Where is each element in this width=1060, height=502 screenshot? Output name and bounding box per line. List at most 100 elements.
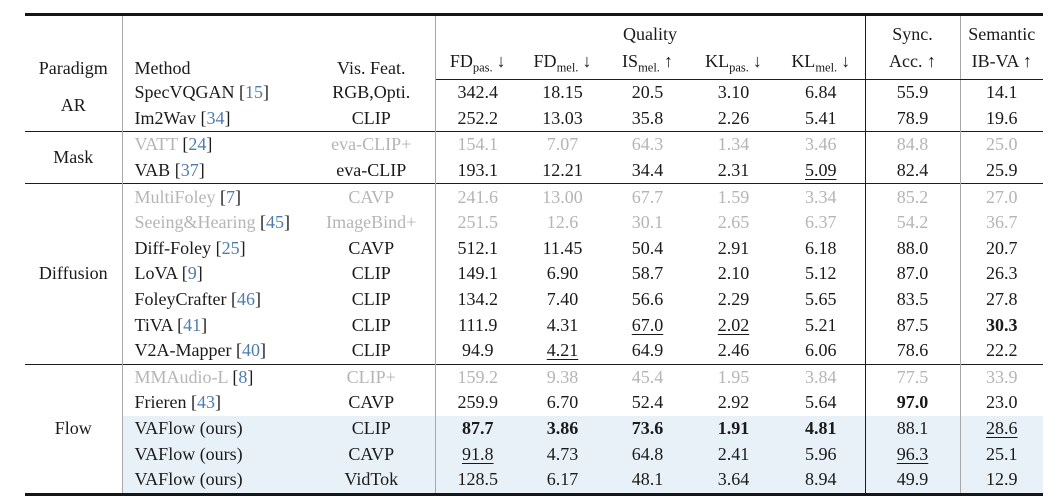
metric-value-text: 2.29	[717, 289, 750, 310]
citation-link[interactable]: 45	[265, 212, 284, 233]
metric-value-text: 78.9	[896, 107, 929, 128]
metric-value-text: 52.4	[631, 392, 664, 413]
method-name: VATT	[134, 134, 178, 155]
metric-value: 77.5	[865, 363, 961, 391]
metric-value-text: 149.1	[457, 263, 499, 284]
metric-value: 241.6	[435, 183, 520, 210]
metric-value: 36.7	[960, 210, 1043, 236]
citation-link[interactable]: 24	[188, 134, 207, 155]
metric-value-text: 87.7	[462, 418, 494, 439]
citation-link[interactable]: 25	[221, 237, 240, 258]
metric-value-text: 64.3	[631, 134, 664, 155]
citation-bracket: [	[172, 314, 184, 335]
metric-value: 87.7	[435, 415, 520, 442]
metric-value-text: 84.8	[896, 134, 929, 155]
citation-link[interactable]: 15	[244, 82, 263, 103]
citation-link[interactable]: 37	[180, 160, 199, 181]
citation-bracket: [	[231, 340, 242, 361]
metric-value: 83.5	[865, 286, 961, 313]
metric-value-text: 34.4	[631, 160, 664, 181]
citation-link[interactable]: 34	[206, 107, 225, 128]
vis-feat-value: CAVP	[308, 235, 436, 262]
header-row-metrics: FDpas. ↓ FDmel. ↓ ISmel. ↑ KLpas. ↓ KLmel. ↓ …	[25, 46, 1043, 80]
citation-link[interactable]: 46	[236, 289, 255, 310]
metric-value-text: 6.37	[805, 212, 837, 233]
metric-value-text: 13.03	[542, 107, 583, 128]
citation-link[interactable]: 8	[238, 366, 248, 387]
metric-value: 134.2	[435, 287, 520, 313]
citation-bracket: ]	[196, 263, 203, 284]
metric-value: 5.12	[777, 261, 866, 287]
citation-bracket: ]	[254, 289, 261, 310]
metric-value: 2.92	[690, 390, 777, 416]
metric-value: 5.96	[777, 441, 866, 467]
metric-value: 23.0	[960, 390, 1043, 416]
col-header-paradigm: Paradigm	[25, 14, 123, 80]
vis-feat-value: CLIP	[308, 415, 436, 442]
results-table: Paradigm Method Vis. Feat. Quality Sync.…	[25, 13, 1043, 496]
citation-link[interactable]: 7	[226, 186, 236, 207]
method-name: Seeing&Hearing	[134, 212, 256, 233]
down-arrow-icon: ↓	[841, 50, 851, 71]
metric-value-text: 4.73	[546, 443, 579, 464]
metric-value: 14.1	[960, 80, 1043, 106]
metric-value: 5.09	[777, 157, 866, 184]
metric-value-text: 25.9	[986, 160, 1018, 181]
col-header-sync-acc: Acc. ↑	[865, 46, 961, 80]
citation-link[interactable]: 9	[187, 263, 197, 284]
down-arrow-icon: ↓	[752, 50, 762, 71]
method-cell: VAFlow (ours)	[122, 415, 308, 442]
metric-value-text: 4.21	[546, 340, 579, 361]
vis-feat-value: eva-CLIP	[308, 157, 436, 184]
method-cell: VATT [24]	[122, 131, 308, 158]
metric-value: 12.6	[520, 210, 605, 236]
metric-value-text: 252.2	[457, 107, 499, 128]
vis-feat-value: CLIP	[308, 261, 436, 287]
metric-value: 87.0	[865, 261, 961, 287]
metric-value: 96.3	[865, 441, 961, 467]
paradigm-label: Flow	[25, 363, 123, 494]
metric-value-text: 18.15	[542, 82, 583, 103]
citation-link[interactable]: 43	[196, 392, 215, 413]
method-name: MMAudio-L	[134, 366, 228, 387]
metric-value-text: 83.5	[896, 289, 929, 310]
down-arrow-icon: ↓	[496, 50, 506, 71]
citation-bracket: ]	[214, 392, 221, 413]
metric-value: 5.21	[777, 312, 866, 338]
metric-value: 91.8	[435, 441, 520, 467]
metric-value-text: 88.0	[896, 237, 929, 258]
metric-value: 2.91	[690, 236, 777, 262]
metric-value-text: 27.8	[986, 289, 1018, 310]
citation-link[interactable]: 41	[183, 314, 202, 335]
metric-value: 25.9	[960, 158, 1043, 184]
citation-bracket: [	[227, 366, 239, 387]
metric-value-text: 1.59	[717, 186, 750, 207]
metric-value: 13.00	[520, 183, 605, 210]
method-cell: TiVA [41]	[122, 312, 308, 338]
metric-value-text: 3.46	[805, 134, 837, 155]
metric-value: 2.10	[690, 261, 777, 287]
citation-bracket: [	[177, 263, 188, 284]
method-cell: Seeing&Hearing [45]	[122, 210, 308, 236]
metric-value: 251.5	[435, 210, 520, 236]
metric-value: 1.59	[690, 183, 777, 210]
metric-value-text: 111.9	[458, 314, 498, 335]
vis-feat-value: CLIP	[308, 105, 436, 132]
metric-value: 18.15	[520, 80, 605, 106]
citation-link[interactable]: 40	[241, 340, 260, 361]
metric-value-text: 64.9	[631, 340, 664, 361]
metric-value-text: 9.38	[546, 366, 579, 387]
metric-value: 1.91	[690, 415, 777, 442]
metric-value: 6.18	[777, 235, 866, 262]
metric-value: 67.7	[605, 183, 690, 210]
metric-value-text: 6.84	[805, 82, 837, 103]
metric-value-text: 3.84	[805, 366, 837, 387]
method-cell: MultiFoley [7]	[122, 183, 308, 210]
metric-value-text: 241.6	[457, 186, 499, 207]
table-row: Frieren [43] CAVP 259.9 6.70 52.4 2.92 5.64 97.…	[25, 390, 1043, 416]
metric-value: 30.3	[960, 312, 1043, 338]
paradigm-label: Diffusion	[25, 183, 123, 365]
metric-value: 54.2	[865, 209, 961, 236]
citation-bracket: [	[196, 107, 207, 128]
metric-value-text: 512.1	[457, 237, 499, 258]
